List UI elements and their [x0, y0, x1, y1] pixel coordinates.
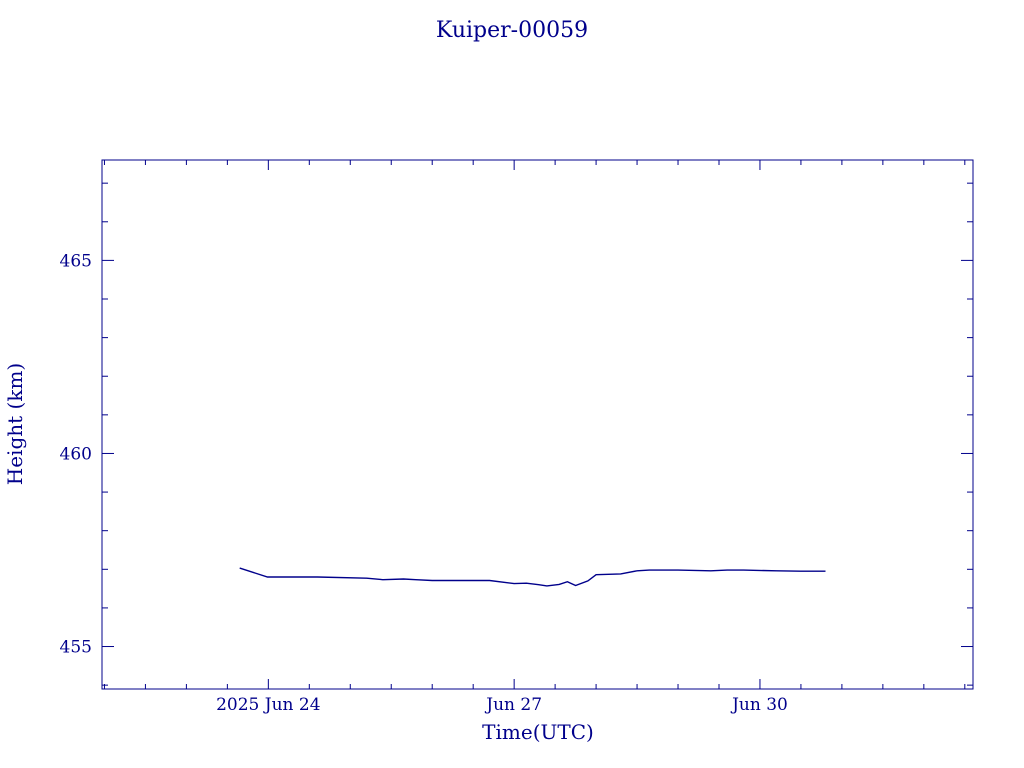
- x-tick-label: 2025 Jun 24: [216, 695, 320, 715]
- chart-title: Kuiper-00059: [436, 18, 588, 43]
- y-tick-label: 460: [60, 444, 92, 464]
- axis-tick-labels: 2025 Jun 24 Jun 27 Jun 30 455 460 465: [60, 251, 788, 715]
- x-tick-label: Jun 27: [484, 695, 542, 715]
- x-tick-label: Jun 30: [730, 695, 788, 715]
- y-tick-label: 465: [60, 251, 92, 271]
- y-tick-label: 455: [60, 638, 92, 658]
- plot-frame: [101, 159, 974, 690]
- axis-ticks: [102, 160, 973, 689]
- x-axis-label: Time(UTC): [482, 720, 594, 744]
- series-line: [239, 567, 826, 587]
- y-axis-label: Height (km): [3, 363, 27, 485]
